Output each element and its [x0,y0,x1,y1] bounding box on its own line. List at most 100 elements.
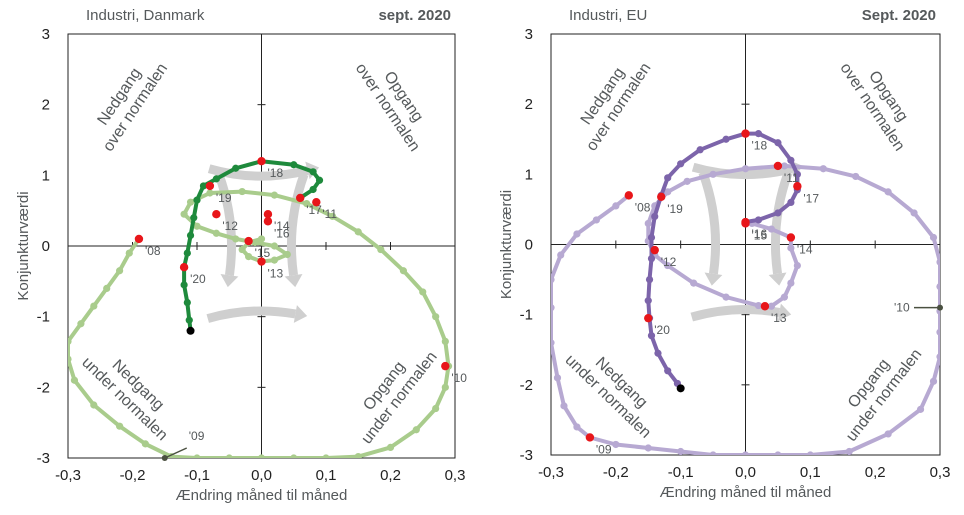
data-point [690,279,698,287]
chart-title: Industri, Danmark [86,7,205,24]
data-point [774,139,782,147]
data-point [77,320,85,328]
data-point [399,267,407,275]
data-point [780,293,789,301]
annotation-label: '09 [189,429,205,443]
data-point [741,165,750,173]
y-tick-label: 3 [42,26,50,43]
data-point [185,316,193,324]
quadrant-label: Opgangover normalen [352,50,439,155]
quadrant-label: Nedgangover normalen [84,50,171,155]
data-point [573,423,581,431]
year-label: '16 [752,227,768,241]
data-point [573,230,581,238]
data-point [709,170,717,178]
y-tick-label: 1 [42,167,50,184]
data-point [787,156,795,164]
data-point [257,454,266,458]
year-label: '10 [451,371,467,385]
year-marker [793,182,802,191]
data-point [90,401,98,409]
year-label: '17 [803,191,819,205]
data-point [283,250,291,259]
data-point [644,297,652,305]
year-marker [179,263,189,272]
data-point [664,367,672,375]
year-label: '17 [306,203,322,217]
data-point [557,251,565,259]
year-label: '09 [596,442,612,456]
data-point [551,275,555,284]
data-point [270,256,278,264]
data-point [612,440,620,449]
data-point [251,238,259,247]
data-point [377,245,385,254]
year-label: '14 [274,219,290,233]
x-tick-label: 0,1 [316,467,337,484]
data-point [754,130,763,138]
year-marker [441,361,450,371]
year-marker [134,234,144,244]
data-point [386,443,395,451]
data-point [193,454,201,458]
data-point [238,187,246,196]
data-point [916,405,925,413]
year-label: '19 [667,202,683,216]
y-tick-label: -3 [520,447,533,464]
data-point [290,161,298,169]
year-marker [212,210,221,219]
data-point [90,302,98,310]
year-marker [644,313,653,323]
data-point [647,254,656,263]
data-point [664,261,672,270]
data-point [767,225,776,233]
year-marker [650,245,659,255]
data-point [780,162,789,170]
year-label: '08 [145,244,161,258]
x-tick-label: 0,1 [800,464,821,481]
x-tick-label: 0,3 [445,467,466,484]
x-tick-label: 0,3 [930,464,951,481]
x-tick-label: 0,0 [251,467,272,484]
cycle-arrow-bottom [207,164,309,181]
data-point [884,430,892,438]
data-point [774,209,782,217]
data-point [141,440,149,448]
data-point [432,404,440,413]
data-point [225,454,233,458]
chart-title: Industri, EU [569,7,647,24]
cycle-arrow-right-head [704,272,723,286]
data-point [793,170,801,178]
cycle-arrow-top [690,305,781,322]
cycle-arrow-bottom [691,162,793,179]
y-tick-label: 2 [525,96,533,113]
data-point [654,349,662,357]
cycle-arrow-top-head [293,305,308,323]
data-point [936,258,940,266]
annotation-arrow-head [161,455,168,461]
data-point [644,444,652,452]
year-marker [244,236,253,246]
year-label: '11 [322,207,337,221]
data-point [645,275,654,284]
data-point [741,451,750,455]
y-tick-label: 0 [525,237,533,254]
x-tick-label: -0,1 [668,464,694,481]
data-point [774,451,782,455]
chart-panel-1: -0,3 -0,2 -0,1 0,0 0,1 0,2 0,3 3 2 1 0 -1 -2 -3 Indust… [15,7,467,504]
data-point [303,200,311,208]
data-point [190,214,198,222]
annotation-arrow-line [164,447,188,459]
data-point [238,245,246,254]
data-point [647,332,656,340]
series-2 [180,157,324,335]
year-marker [773,161,783,171]
data-point [68,355,72,363]
data-point [125,249,133,257]
data-point [664,174,672,182]
data-point [884,188,892,196]
data-point [754,301,763,310]
quadrant-label: Nedgangunder normalen [78,340,184,444]
year-label: '13 [268,267,284,281]
